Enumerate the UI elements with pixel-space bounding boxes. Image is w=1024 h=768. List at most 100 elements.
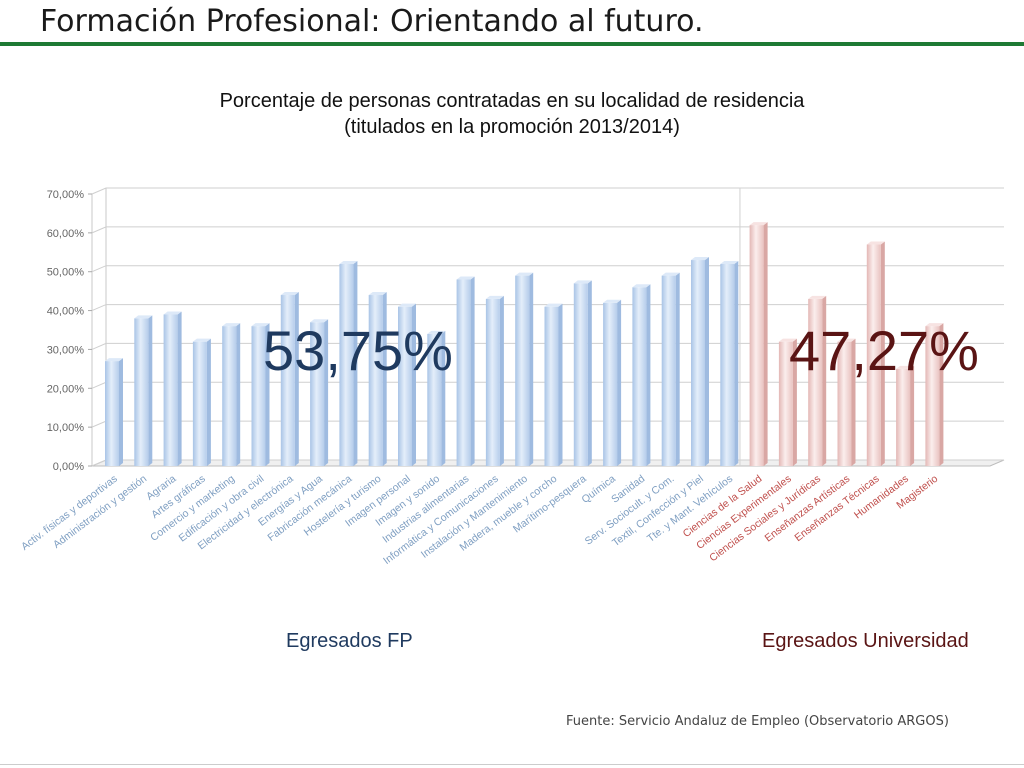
bar-top <box>808 295 827 299</box>
group-label-university: Egresados Universidad <box>762 630 969 652</box>
bar <box>163 314 178 466</box>
bar <box>134 318 149 466</box>
bar-top <box>368 292 387 296</box>
bar-side <box>470 276 475 466</box>
y-tick-label: 30,00% <box>47 344 85 356</box>
gridline <box>91 187 1004 195</box>
bar-side <box>294 292 299 466</box>
bar-side <box>324 319 329 466</box>
bar-side <box>441 330 446 466</box>
bar-side <box>587 280 592 466</box>
bar-top <box>691 257 709 261</box>
bar-side <box>119 358 123 466</box>
slide-title: Formación Profesional: Orientando al fut… <box>40 4 704 39</box>
bar-top <box>925 323 944 327</box>
bar-top <box>105 358 123 362</box>
bar-top <box>749 222 768 226</box>
bar-side <box>910 365 915 466</box>
y-tick-label: 20,00% <box>47 383 85 395</box>
bar-top <box>163 311 182 315</box>
gridline <box>91 226 1004 234</box>
bar-side <box>177 311 182 466</box>
bar-side <box>265 323 270 466</box>
bar <box>778 341 793 466</box>
overall-fp-value: 53,75% <box>263 319 453 382</box>
y-tick-label: 10,00% <box>47 422 85 434</box>
bar-top <box>339 260 358 264</box>
bar <box>280 295 295 466</box>
bar-side <box>646 284 651 466</box>
bar-top <box>280 292 299 296</box>
bar <box>427 333 442 466</box>
bar-top <box>515 272 534 276</box>
bar-top <box>720 260 739 264</box>
bar-top <box>544 303 563 307</box>
bar-side <box>558 303 563 466</box>
y-tick-label: 50,00% <box>47 267 85 279</box>
x-axis-ticks: Activ. físicas y deportivasAdministració… <box>19 473 940 567</box>
y-tick-label: 70,00% <box>47 189 85 201</box>
bar-top <box>222 323 241 327</box>
bar-top <box>192 338 211 342</box>
bar <box>398 306 412 466</box>
overall-labels: 53,75% 47,27% <box>263 319 979 382</box>
bar-side <box>675 272 680 466</box>
overall-university-value: 47,27% <box>789 319 979 382</box>
bar-top <box>310 319 329 323</box>
title-divider <box>0 42 1024 46</box>
bar <box>866 244 881 466</box>
bar-top <box>661 272 680 276</box>
bar <box>105 361 119 466</box>
bar <box>632 287 647 466</box>
bar-side <box>705 257 709 466</box>
bar-side <box>763 222 768 466</box>
bar <box>310 322 325 466</box>
bars-layer <box>105 222 944 466</box>
bar-side <box>880 241 885 466</box>
bar <box>808 298 823 466</box>
bar-side <box>353 260 358 466</box>
bar <box>456 279 471 466</box>
bar <box>691 260 705 466</box>
y-tick-label: 40,00% <box>47 306 85 318</box>
bar <box>222 326 237 466</box>
source-note: Fuente: Servicio Andaluz de Empleo (Obse… <box>566 714 949 729</box>
bar-top <box>456 276 475 280</box>
chart-title: Porcentaje de personas contratadas en su… <box>219 90 805 112</box>
bar-side <box>529 272 534 466</box>
bar <box>368 295 383 466</box>
chart-subtitle: (titulados en la promoción 2013/2014) <box>344 116 680 138</box>
bar-top <box>837 338 856 342</box>
bar <box>485 298 500 466</box>
bar <box>661 275 676 466</box>
chart-title-block: Porcentaje de personas contratadas en su… <box>0 88 1024 140</box>
bar <box>515 275 530 466</box>
bar <box>251 326 266 466</box>
bar-top <box>778 338 797 342</box>
bar-top <box>632 284 651 288</box>
bar-side <box>822 295 827 466</box>
y-tick-label: 0,00% <box>53 461 84 473</box>
bar-side <box>851 338 856 466</box>
group-separator <box>739 187 752 466</box>
bar-side <box>236 323 241 466</box>
bar-top <box>866 241 885 245</box>
bar-top <box>573 280 592 284</box>
y-axis-ticks: 0,00% 10,00% 20,00% 30,00% 40,00% 50,00% 60,00… <box>47 189 85 473</box>
bar <box>573 283 588 466</box>
bar-top <box>427 330 446 334</box>
bar-side <box>792 338 797 466</box>
group-label-fp: Egresados FP <box>286 630 413 652</box>
bar <box>192 341 207 466</box>
bar-top <box>896 365 915 369</box>
bar-side <box>617 299 622 466</box>
bar <box>720 263 735 466</box>
bar <box>896 368 911 466</box>
y-tick-label: 60,00% <box>47 228 85 240</box>
bar <box>925 326 940 466</box>
bar-top <box>251 323 270 327</box>
bar <box>544 306 559 466</box>
bar <box>603 302 618 466</box>
bottom-divider <box>0 764 1024 765</box>
